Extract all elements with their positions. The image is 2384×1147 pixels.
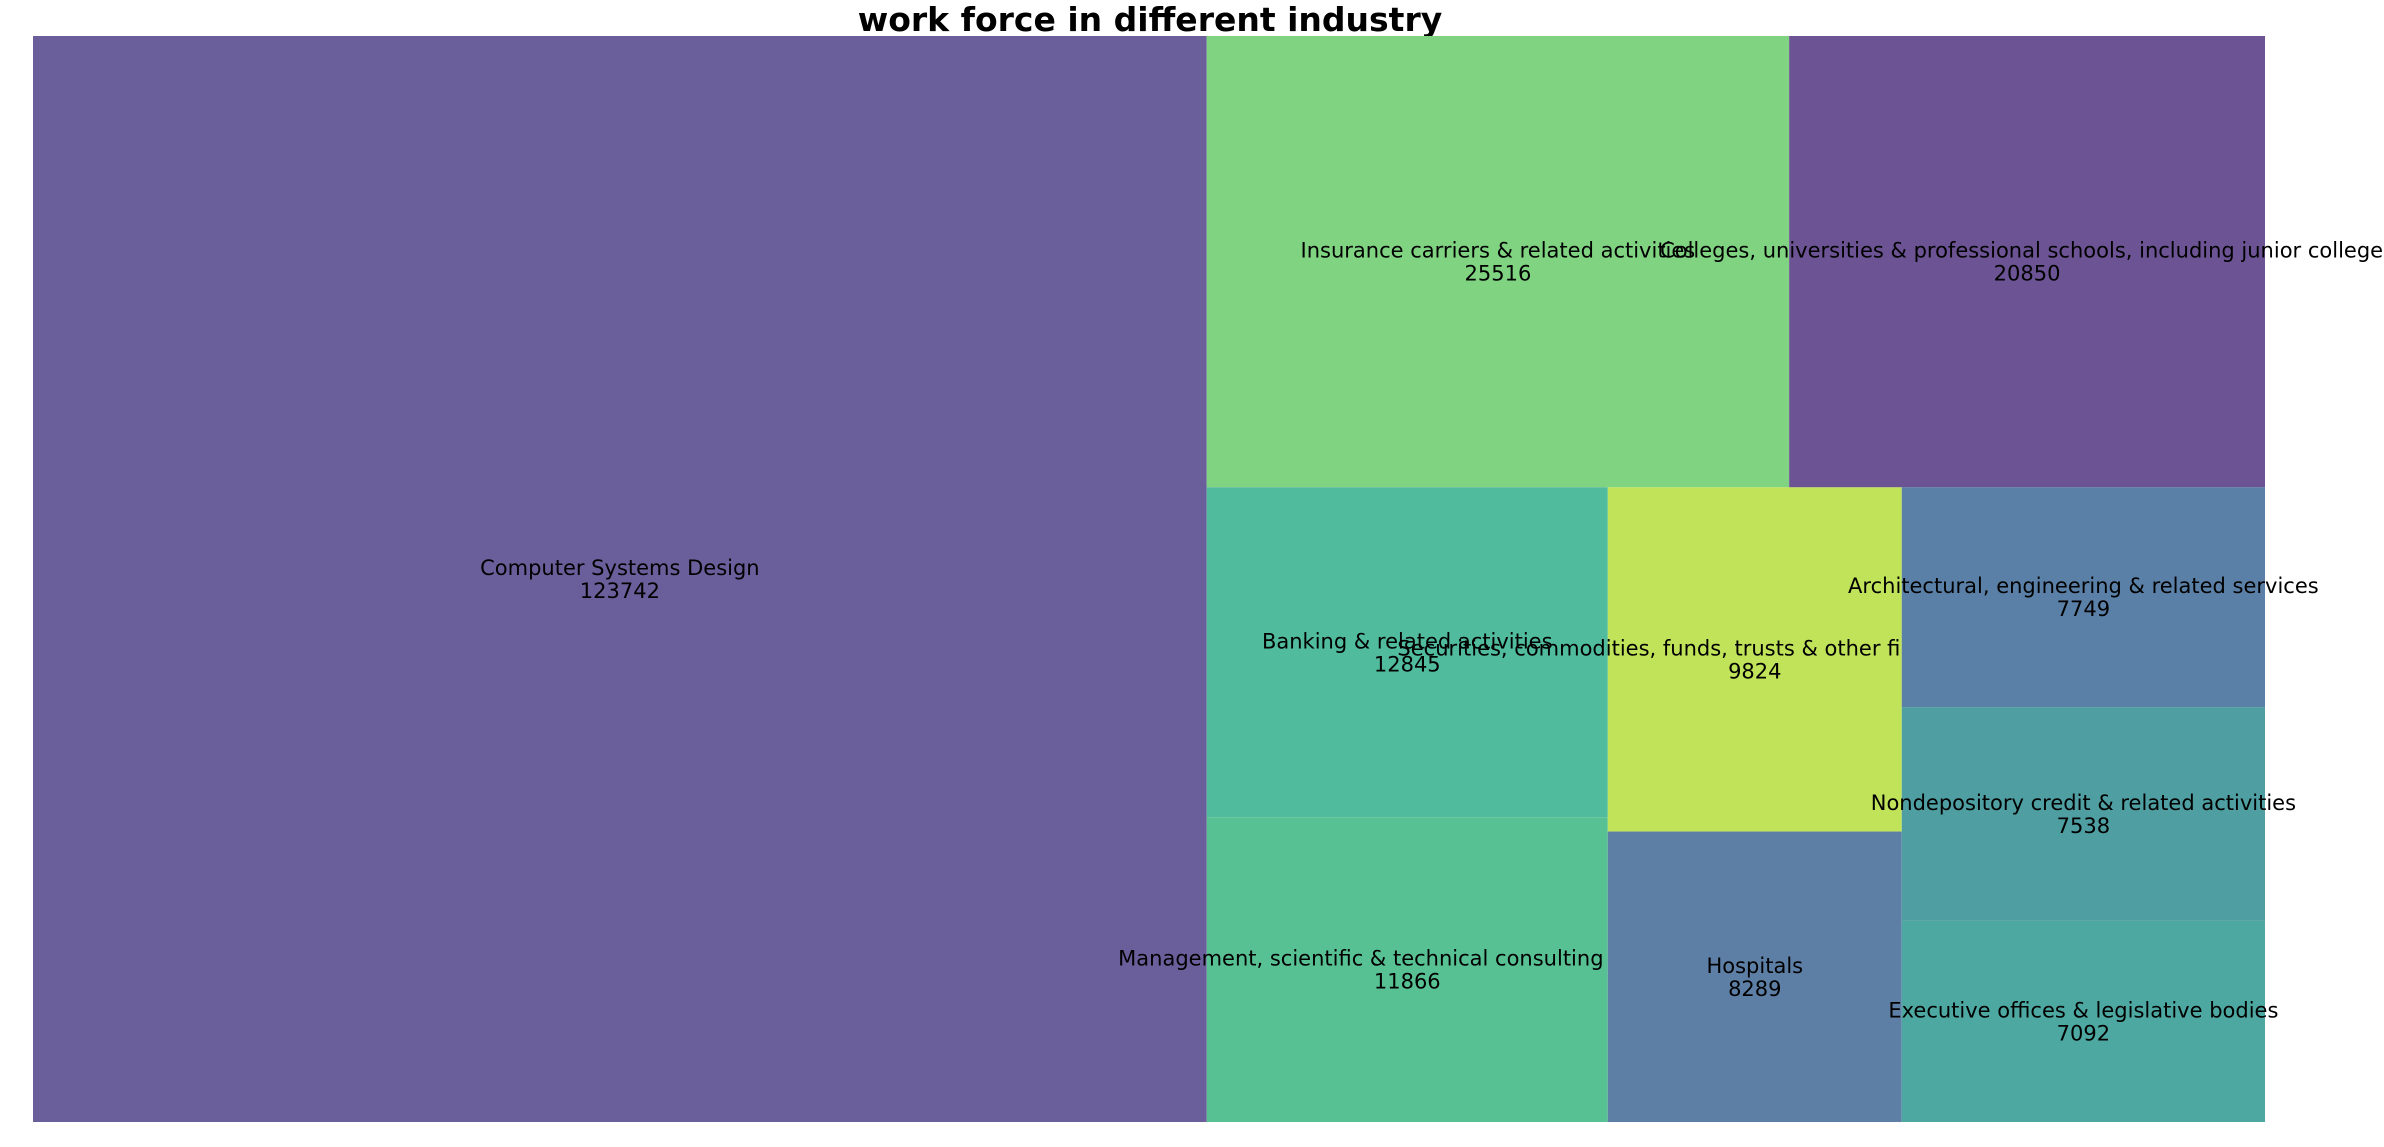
- treemap-value: 7092: [2057, 1021, 2110, 1045]
- treemap-label: Executive offices & legislative bodies: [1888, 998, 2278, 1022]
- treemap-rect: [1607, 487, 1902, 832]
- treemap-rect: [1789, 36, 2265, 488]
- treemap-value: 12845: [1374, 652, 1441, 676]
- treemap-value: 7538: [2057, 814, 2110, 838]
- treemap-cell-nondepository-credit-related-activities: Nondepository credit & related activitie…: [1871, 707, 2296, 921]
- treemap-rect: [1206, 36, 1790, 488]
- treemap-rect: [1901, 707, 2265, 921]
- chart-title: work force in different industry: [857, 0, 1443, 39]
- treemap-value: 8289: [1728, 977, 1781, 1001]
- treemap-cell-colleges-universities-professional-schools-including-junior-colleges: Colleges, universities & professional sc…: [1660, 36, 2384, 488]
- treemap-label: Insurance carriers & related activities: [1301, 239, 1696, 263]
- treemap-label: Computer Systems Design: [480, 556, 760, 580]
- treemap-label: Colleges, universities & professional sc…: [1660, 239, 2384, 263]
- treemap-cell-architectural-engineering-related-services: Architectural, engineering & related ser…: [1848, 487, 2319, 708]
- treemap-value: 11866: [1374, 970, 1441, 994]
- treemap-label: Hospitals: [1706, 954, 1803, 978]
- treemap-rect: [1206, 817, 1608, 1122]
- treemap-label: Architectural, engineering & related ser…: [1848, 574, 2319, 598]
- treemap-cell-executive-offices-legislative-bodies: Executive offices & legislative bodies70…: [1888, 920, 2278, 1122]
- treemap-value: 25516: [1465, 262, 1532, 286]
- treemap-cell-securities-commodities-funds-trusts-other-financial-investments: Securities, commodities, funds, trusts &…: [1397, 487, 2112, 832]
- treemap-label: Banking & related activities: [1262, 629, 1553, 653]
- treemap-value: 123742: [580, 579, 660, 603]
- treemap-value: 20850: [1994, 262, 2061, 286]
- treemap-value: 9824: [1728, 659, 1781, 683]
- treemap-label: Nondepository credit & related activitie…: [1871, 791, 2296, 815]
- treemap-rect: [1901, 487, 2265, 708]
- treemap-rect: [1607, 831, 1902, 1122]
- treemap-cell-insurance-carriers-related-activities: Insurance carriers & related activities2…: [1206, 36, 1790, 488]
- treemap-label: Management, scientific & technical consu…: [1118, 947, 1696, 971]
- treemap-rect: [1901, 920, 2265, 1122]
- treemap-rect: [33, 36, 1207, 1122]
- treemap-cell-management-scientific-technical-consulting-services: Management, scientific & technical consu…: [1118, 817, 1696, 1122]
- treemap-value: 7749: [2057, 597, 2110, 621]
- treemap-rect: [1206, 487, 1608, 818]
